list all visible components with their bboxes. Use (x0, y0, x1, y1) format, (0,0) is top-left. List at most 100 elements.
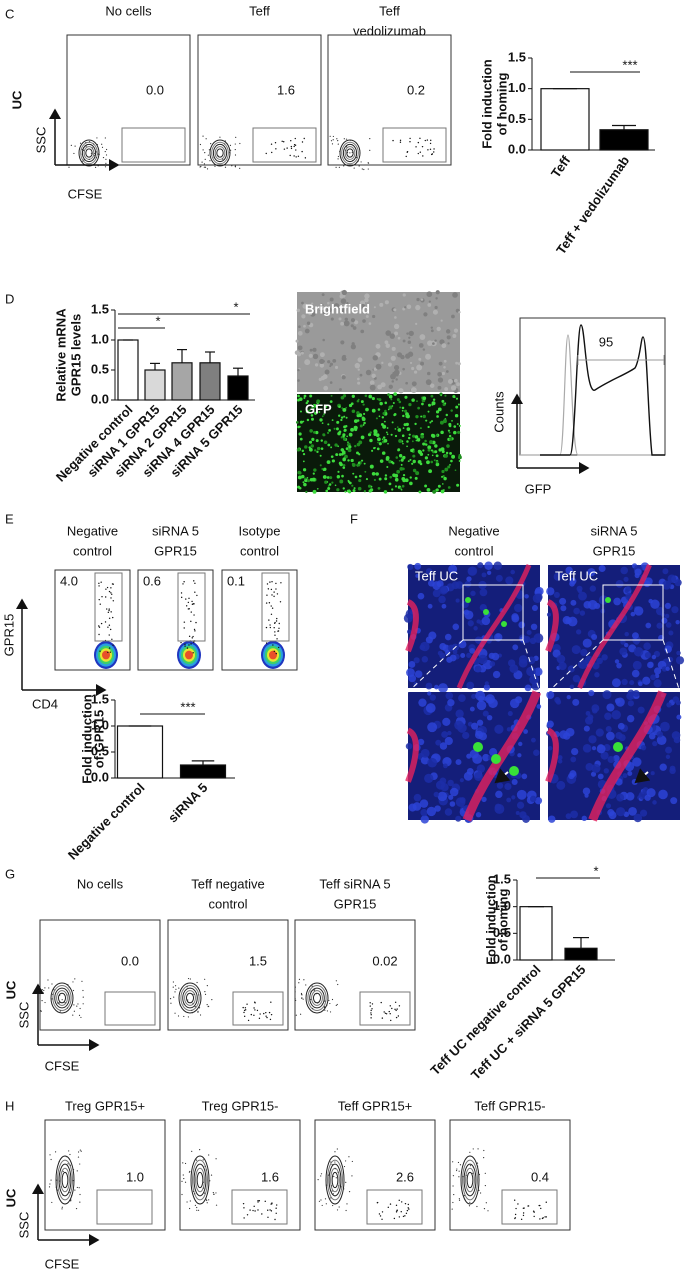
event-dot (430, 153, 433, 156)
gfp-cell (378, 415, 381, 418)
event-dot (396, 1008, 398, 1010)
gfp-cell (424, 456, 429, 460)
y-tick-label: 1.5 (91, 691, 109, 706)
event-dot (325, 1184, 328, 1186)
event-dot (424, 139, 426, 142)
event-dot (202, 135, 204, 137)
event-dot (515, 1207, 517, 1210)
texture (350, 344, 356, 350)
event-dot (266, 594, 268, 596)
nucleus (463, 771, 473, 781)
y-axis-label: Fold induction (483, 875, 498, 965)
nucleus (511, 795, 516, 800)
gfp-cell (331, 419, 334, 422)
texture (402, 293, 406, 297)
gfp-cell (326, 460, 331, 464)
event-dot (77, 1151, 80, 1153)
event-dot (395, 1211, 398, 1213)
event-dot (193, 603, 195, 605)
bar (199, 362, 221, 401)
event-dot (101, 596, 103, 598)
event-dot (108, 609, 110, 612)
gfp-cell (351, 409, 356, 414)
event-dot (472, 1148, 474, 1150)
nucleus (632, 632, 639, 640)
nucleus (658, 789, 668, 800)
nucleus (448, 794, 454, 800)
texture (423, 312, 428, 317)
event-dot (57, 1002, 59, 1004)
event-dot (214, 165, 216, 167)
texture (384, 340, 389, 345)
nucleus (595, 728, 604, 737)
texture (406, 304, 412, 309)
event-dot (545, 1216, 548, 1218)
gfp-cell (340, 436, 344, 439)
event-dot (204, 166, 207, 168)
nucleus (530, 623, 538, 631)
gfp-cell (422, 414, 426, 419)
event-dot (389, 1005, 391, 1007)
event-dot (77, 1156, 80, 1158)
event-dot (358, 165, 360, 167)
event-dot (74, 978, 76, 980)
event-dot (79, 1193, 81, 1196)
texture (300, 351, 304, 355)
gfp-cell (329, 476, 333, 480)
nucleus (597, 773, 604, 780)
gfp-cell (443, 476, 447, 481)
plot-title: control (73, 543, 112, 558)
gfp-cell (433, 459, 436, 462)
event-dot (268, 602, 271, 604)
nucleus (471, 693, 477, 700)
event-dot (79, 1149, 81, 1151)
texture (425, 379, 432, 386)
event-dot (70, 1199, 72, 1201)
nucleus (616, 662, 622, 669)
nucleus (481, 572, 487, 578)
event-dot (55, 1186, 57, 1188)
event-dot (320, 1199, 322, 1201)
gfp-cell (348, 403, 353, 408)
event-dot (275, 148, 277, 150)
event-dot (243, 1217, 245, 1219)
y-axis-label: GPR15 levels (68, 314, 83, 396)
texture (428, 300, 431, 303)
gfp-cell (342, 437, 347, 441)
nucleus (591, 763, 601, 773)
texture (362, 319, 366, 323)
nucleus (419, 644, 426, 651)
nucleus (482, 753, 490, 762)
gfp-cell (353, 419, 358, 424)
event-dot (82, 149, 85, 152)
event-dot (108, 647, 111, 649)
nucleus (448, 564, 458, 574)
event-dot (474, 1187, 476, 1189)
nucleus (531, 737, 536, 743)
gfp-cell (358, 474, 362, 478)
zoom-line (407, 639, 464, 693)
nucleus (614, 659, 620, 664)
texture (437, 377, 444, 383)
event-dot (320, 1173, 323, 1175)
event-dot (110, 611, 112, 613)
density (102, 650, 110, 660)
nucleus (557, 759, 563, 764)
gfp-cell (425, 419, 428, 422)
event-dot (369, 138, 371, 140)
plot-title: Treg GPR15+ (65, 1098, 145, 1113)
event-dot (191, 993, 193, 995)
event-dot (514, 1213, 517, 1216)
gfp-cell (301, 474, 305, 479)
panel-letter: H (5, 1098, 14, 1113)
nucleus (455, 797, 466, 807)
event-dot (51, 998, 53, 1000)
plot-title: Negative (67, 523, 118, 538)
event-dot (224, 140, 226, 142)
y-axis-label: SSC (33, 127, 48, 154)
event-dot (209, 1180, 211, 1182)
event-dot (337, 1171, 339, 1173)
plot-frame (294, 919, 416, 1031)
event-dot (52, 993, 54, 995)
cell-cluster (57, 1159, 73, 1201)
